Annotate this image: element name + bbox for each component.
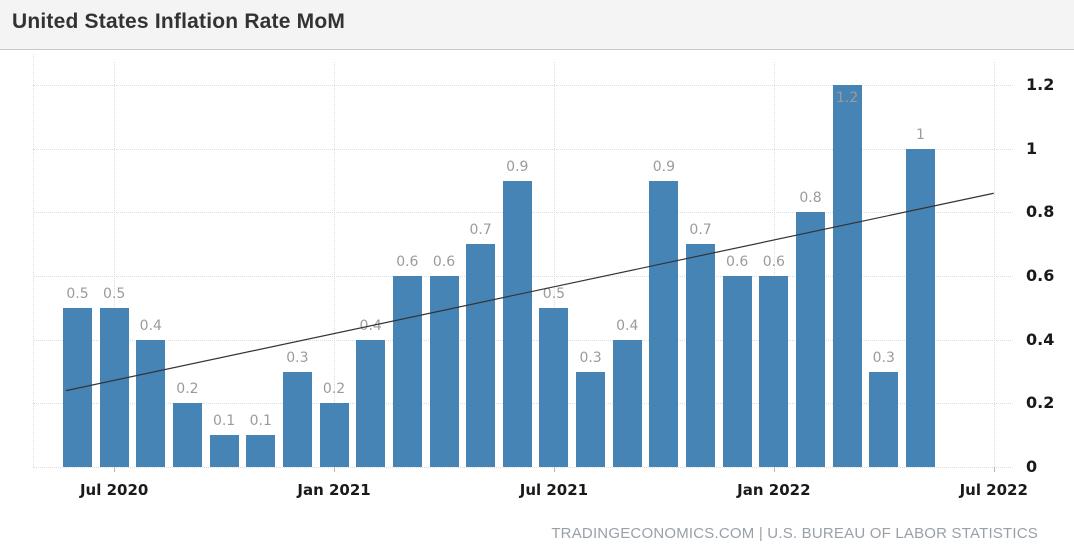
bar[interactable] <box>612 339 642 467</box>
bar[interactable] <box>832 85 862 467</box>
x-axis-tick-label: Jul 2020 <box>79 481 149 499</box>
bar[interactable] <box>356 339 386 467</box>
plot-left-gridline <box>33 54 34 467</box>
bar-value-label: 0.2 <box>322 381 346 398</box>
bar[interactable] <box>172 403 202 467</box>
bar-value-label: 0.5 <box>103 285 126 302</box>
x-axis-tick-mark <box>773 467 775 472</box>
bar[interactable] <box>246 435 276 467</box>
bar[interactable] <box>99 307 129 467</box>
bar-value-label: 0.5 <box>542 285 566 302</box>
x-gridline <box>553 62 555 467</box>
bar-value-label: 0.6 <box>396 254 419 270</box>
bar[interactable] <box>649 180 679 467</box>
bar-value-label: 0.1 <box>249 413 272 430</box>
x-axis-tick-mark <box>334 467 336 472</box>
x-axis-tick-mark <box>993 467 995 472</box>
y-axis-tick-label: 1 <box>1026 138 1038 158</box>
y-axis-tick-label: 0.6 <box>1026 266 1055 285</box>
source-attribution: TRADINGECONOMICS.COM | U.S. BUREAU OF LA… <box>551 525 1038 542</box>
chart-title: United States Inflation Rate MoM <box>12 10 346 33</box>
bar-value-label: 0.2 <box>176 381 199 398</box>
bar-value-label: 0.3 <box>286 349 309 366</box>
bar-value-label: 0.4 <box>616 317 639 334</box>
bar[interactable] <box>539 307 569 467</box>
bar-value-label: 0.8 <box>799 190 822 207</box>
x-gridline <box>993 62 995 467</box>
x-gridline <box>773 62 775 467</box>
x-gridline <box>334 62 336 467</box>
bar[interactable] <box>686 244 716 467</box>
bar[interactable] <box>576 371 606 467</box>
bar[interactable] <box>466 244 496 467</box>
y-gridline <box>33 148 1013 150</box>
bar-value-label: 0.6 <box>726 254 749 270</box>
bar-value-label: 0.6 <box>432 254 456 270</box>
bar[interactable] <box>209 435 239 467</box>
y-axis-tick-label: 0.2 <box>1026 393 1055 413</box>
bar-value-label: 0.7 <box>689 222 712 239</box>
y-gridline <box>33 467 1013 468</box>
bar[interactable] <box>759 276 789 467</box>
chart-header: United States Inflation Rate MoM <box>0 0 1074 50</box>
bar-value-label: 0.3 <box>872 349 895 366</box>
bar-value-label: 0.5 <box>66 285 89 302</box>
bar[interactable] <box>319 403 349 467</box>
bar-value-label: 1.2 <box>836 90 859 106</box>
bar[interactable] <box>136 339 166 467</box>
y-axis-tick-label: 0.4 <box>1026 329 1055 349</box>
y-axis-tick-label: 1.2 <box>1026 75 1055 94</box>
bar-value-label: 1 <box>915 126 925 143</box>
x-axis-tick-label: Jan 2021 <box>297 481 371 499</box>
x-axis-tick-label: Jul 2021 <box>519 481 589 499</box>
bar[interactable] <box>905 148 935 467</box>
y-axis-tick-label: 0.8 <box>1026 202 1055 222</box>
x-axis-tick-label: Jul 2022 <box>959 481 1028 499</box>
x-axis-tick-mark <box>553 467 555 472</box>
x-gridline <box>114 62 116 467</box>
bar[interactable] <box>392 276 422 467</box>
bar[interactable] <box>502 180 532 467</box>
bar-value-label: 0.9 <box>506 158 529 175</box>
bar[interactable] <box>282 371 312 467</box>
bar[interactable] <box>796 212 825 467</box>
bar[interactable] <box>722 276 752 467</box>
bar-value-label: 0.9 <box>652 158 676 175</box>
bar-value-label: 0.6 <box>762 254 785 270</box>
bar-value-label: 0.4 <box>139 317 162 334</box>
y-axis-tick-label: 0 <box>1026 457 1038 476</box>
bar-value-label: 0.3 <box>579 349 602 366</box>
x-axis-tick-mark <box>114 467 116 472</box>
bar-value-label: 0.1 <box>212 413 236 430</box>
bar-value-label: 0.7 <box>469 222 492 239</box>
x-axis-tick-label: Jan 2022 <box>737 481 811 499</box>
y-gridline <box>33 85 1013 86</box>
bar[interactable] <box>869 371 899 467</box>
bar[interactable] <box>63 307 92 467</box>
